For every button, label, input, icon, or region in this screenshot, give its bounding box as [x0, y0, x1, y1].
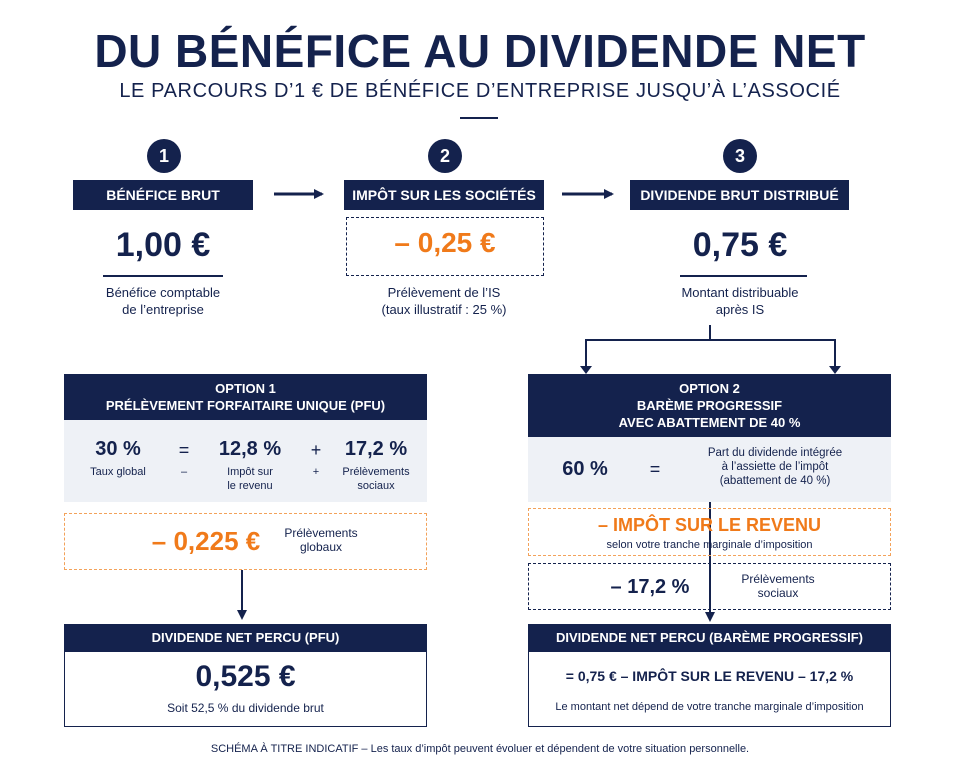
option-1-rate-ir-label-line1: Impôt sur [227, 466, 273, 478]
option-1-plus-sign-small: + [312, 466, 320, 478]
option-1-title: OPTION 1 [215, 381, 276, 396]
step-2-label: IMPÔT SUR LES SOCIÉTÉS [344, 180, 544, 210]
step-3-description: Montant distribuable après IS [640, 284, 840, 318]
option-2-rate-label-line1: Part du dividende intégrée [707, 447, 843, 459]
option-2-ps-label-line2: sociaux [757, 586, 799, 600]
step-3-desc-line1: Montant distribuable [681, 285, 799, 300]
step-2-value: – 0,25 € [394, 227, 496, 258]
step-3-label: DIVIDENDE BRUT DISTRIBUÉ [630, 180, 849, 210]
step-1-value: 1,00 € [115, 226, 211, 264]
arrowhead-option2-left [580, 366, 592, 374]
option-2-title: OPTION 2 [679, 381, 740, 396]
option-2-result-box [528, 651, 891, 727]
footnote: SCHÉMA À TITRE INDICATIF – Les taux d’im… [210, 743, 750, 755]
option-1-rate-total: 30 % [95, 438, 141, 460]
step-2-description: Prélèvement de l’IS (taux illustratif : … [344, 284, 544, 318]
step-3-value: 0,75 € [692, 226, 788, 264]
step-1-value-underline [103, 275, 223, 277]
step-1-desc-line1: Bénéfice comptable [105, 285, 221, 300]
option-2-ps-box [528, 563, 891, 610]
option-1-deduction-box [64, 513, 427, 570]
option-2-rate: 60 % [562, 458, 608, 480]
arrowhead-option2-right [829, 366, 841, 374]
option-2-header: OPTION 2 BARÈME PROGRESSIF AVEC ABATTEME… [528, 374, 891, 437]
option-1-rate-ps-label-line2: sociaux [357, 480, 395, 492]
option-1-rate-total-label: Taux global [90, 466, 146, 478]
option-2-tax-box [528, 508, 891, 556]
title-divider [460, 117, 498, 119]
step-1-label: BÉNÉFICE BRUT [73, 180, 253, 210]
option-1-header: OPTION 1 PRÉLÈVEMENT FORFAITAIRE UNIQUE … [64, 374, 427, 420]
option-2-equation-panel [528, 437, 891, 502]
option-2-result-note: Le montant net dépend de votre tranche m… [555, 701, 864, 713]
step-1-number: 1 [147, 139, 181, 173]
option-1-rate-ir-label: Impôt sur le revenu [210, 465, 290, 493]
option-2-rate-label-line3: (abattement de 40 %) [719, 475, 831, 487]
step-2-desc-line1: Prélèvement de l’IS [387, 285, 501, 300]
step-2-value-box [346, 217, 544, 276]
option-2-result-formula: = 0,75 € – IMPÔT SUR LE REVENU – 17,2 % [565, 668, 854, 684]
step-3-value-underline [680, 275, 807, 277]
option-1-result-value: 0,525 € [195, 660, 296, 693]
option-1-result-header: DIVIDENDE NET PERCU (PFU) [64, 624, 427, 651]
option-2-subtitle-line2: AVEC ABATTEMENT DE 40 % [618, 415, 801, 430]
step-3-desc-line2: après IS [715, 302, 765, 317]
option-2-ps-value: – 17,2 % [610, 576, 690, 598]
option-1-rate-ps: 17,2 % [344, 438, 408, 460]
option-1-rate-ir-label-line2: le revenu [227, 480, 273, 492]
step-1-description: Bénéfice comptable de l’entreprise [63, 284, 263, 318]
page-title: DU BÉNÉFICE AU DIVIDENDE NET [94, 25, 866, 77]
option-1-rate-ps-label-line1: Prélèvements [342, 466, 410, 478]
option-2-result-header: DIVIDENDE NET PERCU (BARÈME PROGRESSIF) [528, 624, 891, 651]
option-2-tax-title: – IMPÔT SUR LE REVENU [597, 515, 822, 535]
option-2-subtitle: BARÈME PROGRESSIF [636, 398, 783, 413]
step-1-desc-line2: de l’entreprise [122, 302, 204, 317]
option-1-deduction-label-line1: Prélèvements [284, 526, 358, 540]
step-3-number: 3 [723, 139, 757, 173]
option-1-plus-sign: + [310, 440, 322, 460]
option-1-deduction-label-line2: globaux [299, 540, 343, 554]
option-1-result-box [64, 651, 427, 727]
connector-split [585, 339, 836, 372]
option-1-subtitle: PRÉLÈVEMENT FORFAITAIRE UNIQUE (PFU) [105, 398, 386, 413]
option-2-rate-label: Part du dividende intégrée à l’assiette … [680, 446, 870, 488]
option-2-equals-sign: = [649, 459, 661, 479]
option-1-equation-panel [64, 420, 427, 502]
option-1-equals-sign: = [178, 440, 190, 460]
option-1-rate-ir: 12,8 % [218, 438, 282, 460]
step-2-desc-line2: (taux illustratif : 25 %) [381, 302, 507, 317]
page-subtitle: LE PARCOURS D’1 € DE BÉNÉFICE D’ENTREPRI… [119, 80, 841, 102]
option-1-deduction-value: – 0,225 € [151, 526, 261, 556]
option-1-rate-ps-label: Prélèvements sociaux [336, 465, 416, 493]
step-2-number: 2 [428, 139, 462, 173]
option-2-ps-label-line1: Prélèvements [741, 572, 815, 586]
option-1-minus-sign: – [180, 466, 188, 478]
option-1-result-note: Soit 52,5 % du dividende brut [167, 701, 324, 715]
option-2-tax-subtitle: selon votre tranche marginale d’impositi… [606, 539, 813, 551]
option-1-deduction-label: Prélèvements globaux [276, 526, 366, 554]
option-2-rate-label-line2: à l’assiette de l’impôt [721, 461, 829, 473]
option-2-ps-label: Prélèvements sociaux [728, 572, 828, 600]
